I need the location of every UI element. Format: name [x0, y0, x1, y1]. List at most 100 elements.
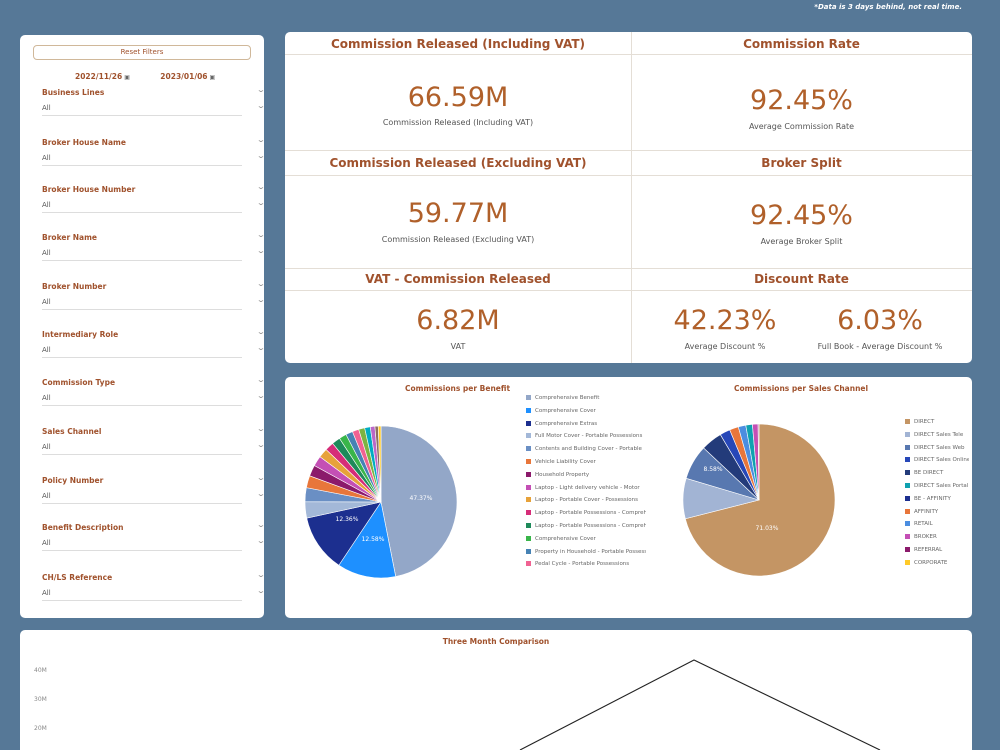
legend-item[interactable]: Full Motor Cover - Portable Possessions — [526, 433, 646, 446]
legend-item[interactable]: RETAIL — [905, 521, 969, 534]
legend-label: Comprehensive Benefit — [535, 395, 600, 401]
legend-item[interactable]: BE - AFFINITY — [905, 495, 969, 509]
kpi-panel: Commission Released (Including VAT) 66.5… — [285, 32, 972, 363]
kpi-title-commission-rate: Commission Rate — [743, 37, 860, 51]
pie-chart-sales-channel[interactable]: 71.03% 8.58% — [681, 422, 837, 578]
pie-slice[interactable] — [306, 501, 382, 566]
legend-swatch — [526, 420, 531, 426]
chevron-down-icon[interactable]: ⌄ — [256, 247, 266, 255]
legend-label: BROKER — [914, 534, 937, 541]
pie-slice[interactable] — [377, 425, 382, 503]
filter-dropdown[interactable]: All — [42, 539, 242, 551]
slice-label: 71.03% — [756, 525, 779, 532]
chevron-down-icon[interactable]: ⌄ — [256, 521, 266, 529]
date-from[interactable]: 2022/11/26 ▣ — [75, 72, 130, 81]
chevron-down-icon[interactable]: ⌄ — [256, 474, 266, 482]
chevron-down-icon[interactable]: ⌄ — [256, 441, 266, 449]
legend-item[interactable]: REFERRAL — [905, 546, 969, 560]
chevron-down-icon[interactable]: ⌄ — [256, 344, 266, 352]
filter-dropdown[interactable]: All — [42, 298, 242, 310]
legend-item[interactable]: BROKER — [905, 534, 969, 547]
kpi-sub-commission-incl-vat: Commission Released (Including VAT) — [382, 118, 534, 127]
three-month-line-chart — [519, 659, 881, 750]
legend-item[interactable]: DIRECT Sales Tele — [905, 431, 969, 445]
chevron-down-icon[interactable]: ⌄ — [256, 199, 266, 207]
reset-filters-button[interactable]: Reset Filters — [33, 45, 251, 60]
chevron-down-icon[interactable]: ⌄ — [256, 587, 266, 595]
calendar-icon[interactable]: ▣ — [209, 74, 216, 81]
kpi-title-commission-incl-vat: Commission Released (Including VAT) — [330, 37, 586, 51]
chevron-down-icon[interactable]: ⌄ — [256, 183, 266, 191]
legend-label: REFERRAL — [914, 546, 943, 553]
chevron-down-icon[interactable]: ⌄ — [256, 571, 266, 579]
three-month-comparison-title: Three Month Comparison — [442, 637, 550, 646]
kpi-value-average-discount: 42.23% — [673, 305, 777, 336]
kpi-title-vat: VAT - Commission Released — [365, 272, 551, 286]
chevron-down-icon[interactable]: ⌄ — [256, 296, 266, 304]
kpi-value-commission-incl-vat: 66.59M — [407, 82, 509, 113]
legend-label: Full Motor Cover - Portable Possessions — [535, 433, 643, 440]
filter-group: Broker Name All ⌄ ⌄ — [42, 231, 266, 261]
filter-dropdown[interactable]: All — [42, 154, 242, 166]
chevron-down-icon[interactable]: ⌄ — [256, 152, 266, 160]
legend-item[interactable]: CORPORATE — [905, 559, 969, 573]
legend-swatch — [526, 395, 531, 400]
filter-dropdown[interactable]: All — [42, 443, 242, 455]
filter-dropdown[interactable]: All — [42, 201, 242, 213]
filter-dropdown[interactable]: All — [42, 249, 242, 261]
filter-dropdown[interactable]: All — [42, 346, 242, 358]
pie-slice[interactable] — [380, 425, 458, 577]
filter-group: Benefit Description All ⌄ ⌄ — [42, 521, 266, 551]
filter-dropdown[interactable]: All — [42, 104, 242, 116]
legend-item[interactable]: BE DIRECT — [905, 470, 969, 483]
legend-item[interactable]: AFFINITY — [905, 508, 969, 522]
legend-label: Pedal Cycle - Portable Possessions — [535, 561, 630, 568]
legend-item[interactable]: Property in Household - Portable Possess… — [526, 548, 646, 562]
legend-item[interactable]: Vehicle Liability Cover — [526, 458, 646, 472]
legend-item[interactable]: Comprehensive Benefit — [526, 395, 646, 408]
legend-item[interactable]: Laptop - Portable Possessions - Comprehe… — [526, 510, 646, 523]
filter-group: Sales Channel All ⌄ ⌄ — [42, 425, 266, 455]
legend-item[interactable]: DIRECT Sales Portal — [905, 482, 969, 496]
legend-item[interactable]: Laptop - Portable Cover - Possessions — [526, 497, 646, 510]
chevron-down-icon[interactable]: ⌄ — [256, 231, 266, 239]
chevron-down-icon[interactable]: ⌄ — [256, 86, 266, 94]
legend-swatch — [526, 522, 531, 528]
legend-label: Vehicle Liability Cover — [535, 458, 596, 465]
legend-item[interactable]: DIRECT Sales Web — [905, 444, 969, 458]
legend-item[interactable]: Comprehensive Extras — [526, 420, 646, 434]
chevron-down-icon[interactable]: ⌄ — [256, 490, 266, 498]
legend-item[interactable]: Comprehensive Cover — [526, 535, 646, 549]
pie-chart-benefit[interactable]: 47.37% 12.58% 12.36% — [303, 424, 459, 580]
chevron-down-icon[interactable]: ⌄ — [256, 280, 266, 288]
calendar-icon[interactable]: ▣ — [124, 74, 130, 81]
legend-item[interactable]: Pedal Cycle - Portable Possessions — [526, 561, 646, 574]
chevron-down-icon[interactable]: ⌄ — [256, 102, 266, 110]
divider — [285, 268, 972, 269]
legend-label: BE DIRECT — [914, 470, 944, 477]
chevron-down-icon[interactable]: ⌄ — [256, 537, 266, 545]
chevron-down-icon[interactable]: ⌄ — [256, 328, 266, 336]
legend-label: Comprehensive Cover — [535, 407, 596, 414]
legend-item[interactable]: DIRECT — [905, 419, 969, 432]
legend-item[interactable]: Contents and Building Cover - Portable — [526, 446, 646, 459]
legend-swatch — [905, 508, 910, 514]
chevron-down-icon[interactable]: ⌄ — [256, 136, 266, 144]
pie-slice[interactable] — [338, 501, 397, 579]
legend-item[interactable]: Household Property — [526, 471, 646, 485]
legend-item[interactable]: Comprehensive Cover — [526, 407, 646, 421]
pie-slice[interactable] — [684, 423, 836, 577]
legend-item[interactable]: Laptop - Light delivery vehicle - Motor — [526, 484, 646, 498]
legend-label: RETAIL — [914, 521, 933, 528]
filter-dropdown[interactable]: All — [42, 589, 242, 601]
filter-dropdown[interactable]: All — [42, 394, 242, 406]
pie-slice[interactable] — [757, 423, 760, 501]
chevron-down-icon[interactable]: ⌄ — [256, 392, 266, 400]
filter-dropdown[interactable]: All — [42, 492, 242, 504]
chevron-down-icon[interactable]: ⌄ — [256, 425, 266, 433]
date-to[interactable]: 2023/01/06 ▣ — [160, 72, 216, 81]
legend-item[interactable]: Laptop - Portable Possessions - Comprehe… — [526, 522, 646, 536]
legend-item[interactable]: DIRECT Sales Online — [905, 457, 969, 470]
chevron-down-icon[interactable]: ⌄ — [256, 376, 266, 384]
filter-label: Commission Type — [42, 378, 116, 387]
